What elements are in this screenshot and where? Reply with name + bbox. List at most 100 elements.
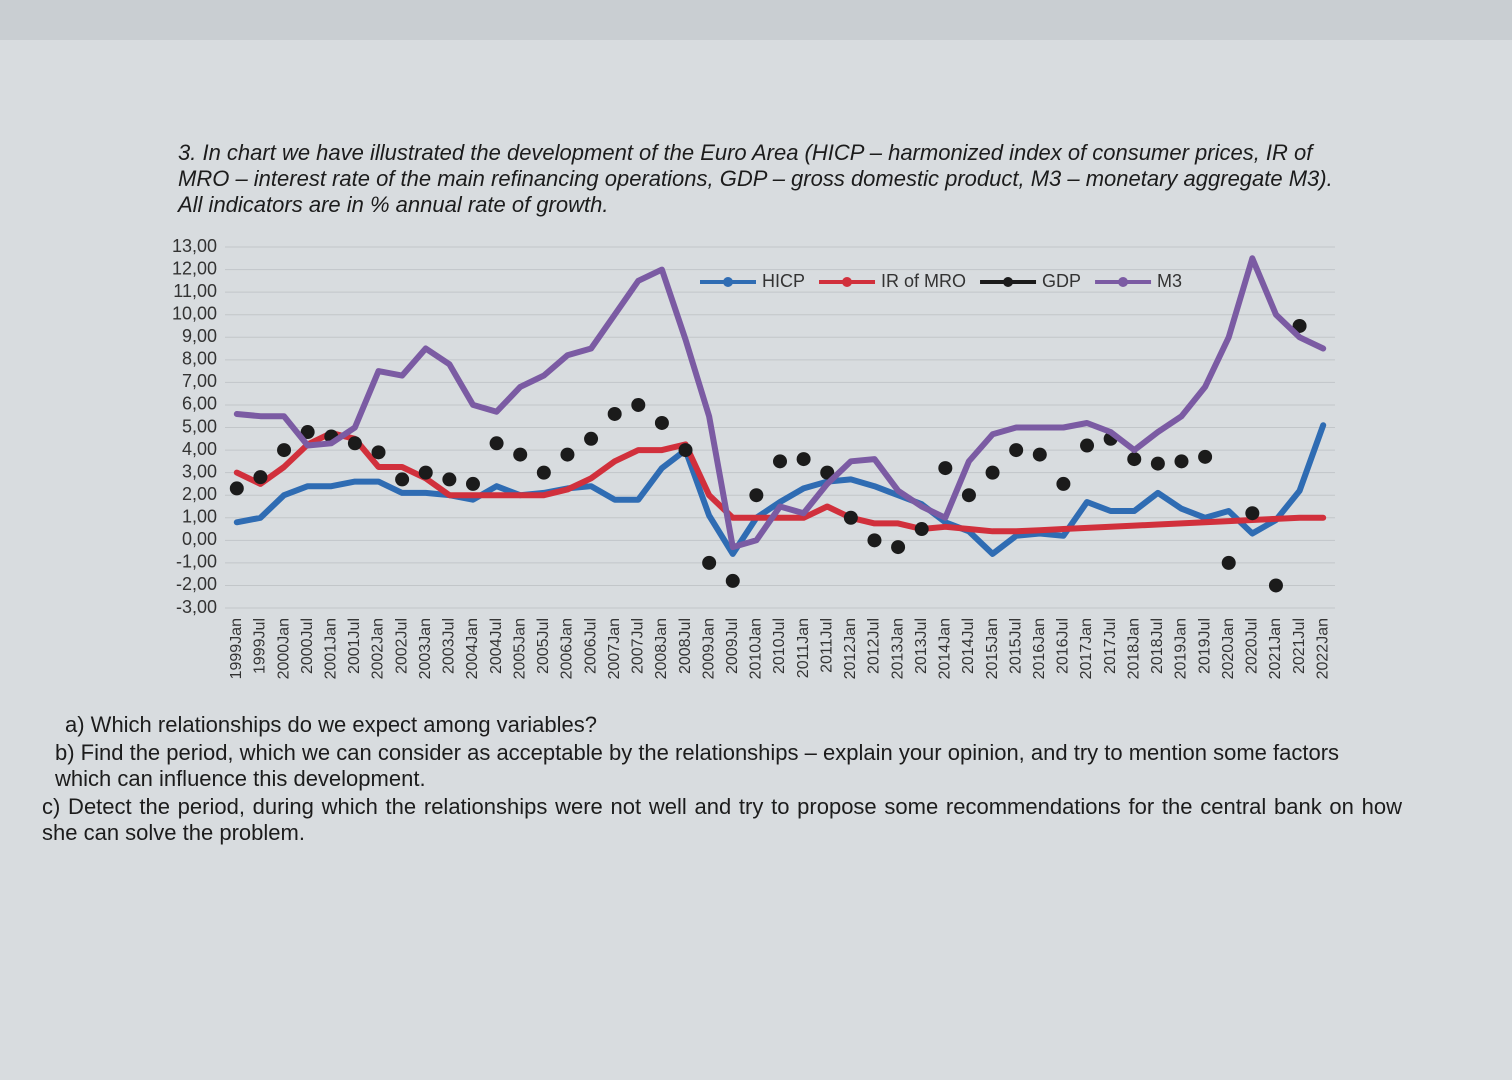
series-marker: [1174, 454, 1189, 469]
x-tick-label: 2007Jan: [606, 618, 623, 679]
y-tick-label: 10,00: [172, 303, 217, 323]
series-marker: [961, 488, 976, 503]
x-tick-label: 2008Jan: [653, 618, 670, 679]
x-tick-label: 2012Jan: [842, 618, 859, 679]
series-marker: [584, 431, 599, 446]
series-marker: [513, 447, 528, 462]
y-tick-label: -3,00: [176, 597, 217, 617]
series-marker: [371, 445, 386, 460]
series-marker: [796, 452, 811, 467]
x-tick-label: 2017Jan: [1078, 618, 1095, 679]
y-tick-label: 13,00: [172, 236, 217, 256]
series-marker: [891, 540, 906, 555]
series-marker: [1245, 506, 1260, 521]
x-tick-label: 2007Jul: [630, 618, 647, 674]
legend-label: GDP: [1042, 271, 1081, 291]
y-tick-label: 4,00: [182, 439, 217, 459]
x-tick-label: 2018Jul: [1149, 618, 1166, 674]
series-marker: [536, 465, 551, 480]
y-tick-label: 8,00: [182, 349, 217, 369]
series-marker: [1032, 447, 1047, 462]
series-marker: [1268, 578, 1283, 593]
series-marker: [820, 465, 835, 480]
series-marker: [1127, 452, 1142, 467]
y-tick-label: 12,00: [172, 258, 217, 278]
series-marker: [442, 472, 457, 487]
y-tick-label: 1,00: [182, 507, 217, 527]
series-line: [233, 430, 1327, 535]
series-marker: [985, 465, 1000, 480]
legend-marker: [1003, 277, 1014, 287]
series-marker: [465, 476, 480, 491]
x-tick-label: 2000Jul: [299, 618, 316, 674]
legend-marker: [1118, 277, 1129, 287]
question-a: a) Which relationships do we expect amon…: [65, 712, 597, 737]
series-marker: [678, 443, 693, 458]
x-tick-label: 2017Jul: [1102, 618, 1119, 674]
x-tick-label: 2005Jul: [535, 618, 552, 674]
y-tick-label: 6,00: [182, 394, 217, 414]
series-marker: [347, 436, 362, 451]
question-b: b) Find the period, which we can conside…: [55, 740, 1340, 791]
x-tick-label: 2002Jan: [370, 618, 387, 679]
x-tick-label: 2011Jan: [795, 618, 812, 678]
series-marker: [418, 465, 433, 480]
x-tick-label: 2015Jan: [984, 618, 1001, 679]
x-tick-label: 2006Jan: [559, 618, 576, 679]
series-marker: [938, 461, 953, 476]
x-tick-label: 1999Jan: [228, 618, 245, 679]
series-marker: [702, 555, 717, 570]
x-tick-label: 2005Jan: [511, 618, 528, 679]
series-marker: [607, 406, 622, 421]
series-marker: [725, 573, 740, 588]
y-tick-label: 0,00: [182, 529, 217, 549]
x-tick-label: 2003Jul: [441, 618, 458, 674]
x-tick-label: 2015Jul: [1007, 618, 1024, 674]
y-tick-label: 5,00: [182, 416, 217, 436]
x-tick-label: 2021Jul: [1291, 618, 1308, 674]
x-tick-label: 2009Jul: [724, 618, 741, 674]
y-tick-label: -2,00: [176, 574, 217, 594]
x-tick-label: 2013Jan: [889, 618, 906, 679]
y-tick-label: 7,00: [182, 371, 217, 391]
x-tick-label: 2012Jul: [866, 618, 883, 674]
series-line: [233, 255, 1327, 551]
x-tick-label: 2014Jan: [937, 618, 954, 679]
x-tick-label: 2002Jul: [393, 618, 410, 674]
x-tick-label: 2019Jul: [1196, 618, 1213, 674]
x-tick-label: 2020Jul: [1244, 618, 1261, 674]
x-tick-label: 2016Jul: [1055, 618, 1072, 674]
series-line: [233, 422, 1327, 557]
x-tick-label: 2000Jan: [275, 618, 292, 679]
series-marker: [631, 397, 646, 412]
question-intro: 3. In chart we have illustrated the deve…: [178, 140, 1333, 217]
x-tick-label: 1999Jul: [252, 618, 269, 674]
series-marker: [914, 522, 929, 537]
x-tick-label: 2018Jan: [1125, 618, 1142, 679]
x-tick-label: 2006Jul: [582, 618, 599, 674]
series-marker: [749, 488, 764, 503]
y-tick-label: 3,00: [182, 461, 217, 481]
x-tick-label: 2019Jan: [1173, 618, 1190, 679]
y-tick-label: 11,00: [173, 281, 217, 301]
series-marker: [773, 454, 787, 469]
x-tick-label: 2001Jul: [346, 618, 363, 674]
y-tick-label: -1,00: [176, 552, 217, 572]
series-marker: [277, 443, 292, 458]
series-marker: [489, 436, 504, 451]
legend-marker: [723, 277, 733, 287]
y-tick-label: 2,00: [182, 484, 217, 504]
x-tick-label: 2003Jan: [417, 618, 434, 679]
x-tick-label: 2020Jan: [1220, 618, 1237, 679]
series-marker: [253, 470, 268, 485]
series-marker: [560, 447, 575, 462]
series-marker: [843, 510, 858, 525]
question-c: c) Detect the period, during which the r…: [42, 794, 1402, 845]
x-tick-label: 2010Jul: [771, 618, 788, 674]
x-tick-label: 2014Jul: [960, 618, 977, 674]
x-tick-label: 2010Jan: [748, 618, 765, 679]
series-marker: [1080, 438, 1095, 453]
x-tick-label: 2016Jan: [1031, 618, 1048, 679]
series-marker: [1198, 449, 1213, 464]
